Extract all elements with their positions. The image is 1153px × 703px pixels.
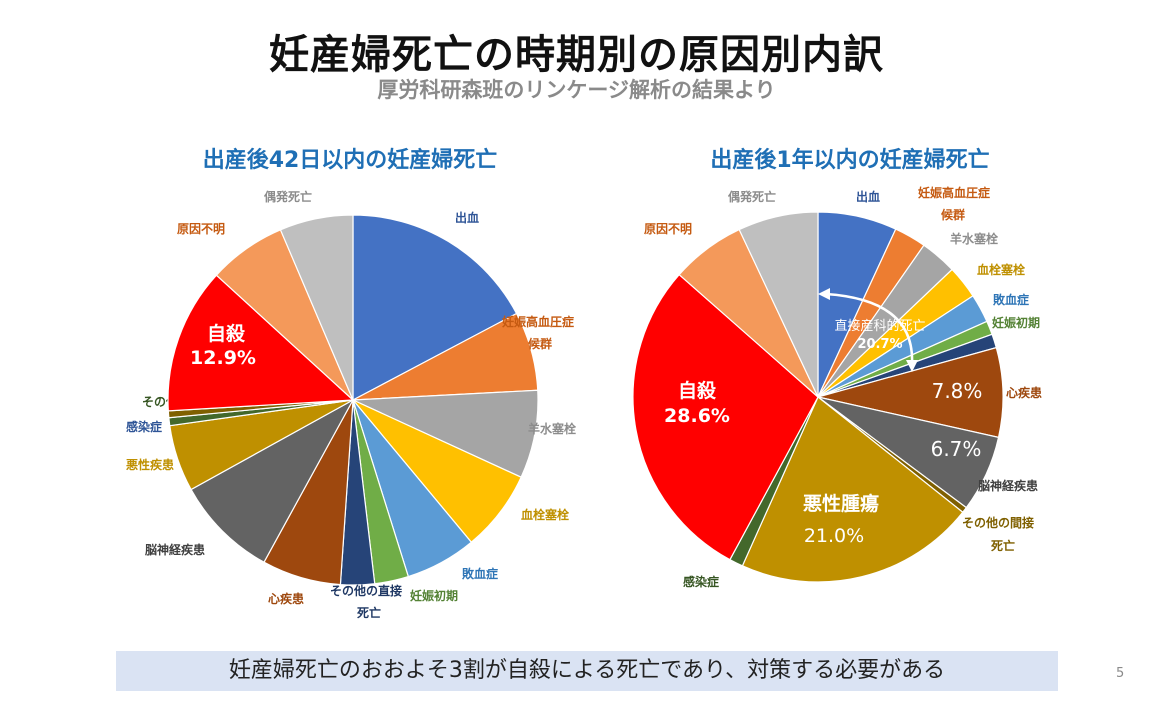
- pie2-label-血栓塞栓: 血栓塞栓: [977, 262, 1025, 277]
- pie1-label-出血: 出血: [455, 210, 479, 225]
- pie2-inside-value-自殺: 28.6%: [664, 405, 730, 427]
- pie1-slice-偶発死亡: [279, 214, 354, 401]
- pie2-label-心疾患: 心疾患: [1006, 385, 1042, 400]
- pie2-label-妊娠高血圧症候群-part1: 妊娠高血圧症: [918, 185, 990, 200]
- pie2-label-妊娠初期: 妊娠初期: [992, 315, 1040, 330]
- pie1-label-感染症: 感染症: [126, 419, 162, 434]
- pie1-label-脳神経疾患: 脳神経疾患: [145, 542, 205, 557]
- slide-title: 妊産婦死亡の時期別の原因別内訳: [269, 32, 884, 78]
- pie2-inside-label-悪性腫瘍: 悪性腫瘍: [803, 492, 879, 515]
- pie2-label-原因不明: 原因不明: [644, 221, 692, 236]
- annotation-value: 20.7%: [857, 337, 902, 352]
- pie1-slice-脳神経疾患: [190, 398, 355, 563]
- pie1-label-その他の直接死亡-part1: その他の直接: [330, 583, 402, 598]
- pie2-label-敗血症: 敗血症: [992, 292, 1029, 307]
- pie1-inside-label-自殺: 自殺: [207, 322, 246, 345]
- pie2-label-妊娠高血圧症候群-part2: 候群: [941, 207, 965, 222]
- conclusion-box: 妊産婦死亡のおおよそ3割が自殺による死亡であり、対策する必要がある: [116, 651, 1058, 691]
- pie1-label-羊水塞栓: 羊水塞栓: [528, 421, 576, 436]
- conclusion-text: 妊産婦死亡のおおよそ3割が自殺による死亡であり、対策する必要がある: [228, 658, 946, 683]
- pie2-label-偶発死亡: 偶発死亡: [728, 189, 776, 204]
- pie1-label-妊娠初期: 妊娠初期: [410, 588, 458, 603]
- pie2-inside-value-心疾患: 7.8%: [932, 379, 983, 403]
- annotation-arrow-arc: [825, 292, 914, 365]
- pie2-label-羊水塞栓: 羊水塞栓: [950, 231, 998, 246]
- page-number: 5: [1116, 666, 1125, 681]
- annotation-arrowhead-start: [818, 288, 830, 300]
- pie2-label-その他の間接死亡-part2: 死亡: [991, 538, 1015, 553]
- slide-subtitle: 厚労科研森班のリンケージ解析の結果より: [377, 78, 776, 102]
- pie1-inside-value-自殺: 12.9%: [190, 347, 256, 369]
- pie2-label-出血: 出血: [856, 189, 880, 204]
- pie1-label-その他の直接死亡-part2: 死亡: [357, 605, 381, 620]
- pie1-label-原因不明: 原因不明: [177, 221, 225, 236]
- annotation-arrowhead-end: [906, 360, 918, 372]
- pie1-label-心疾患: 心疾患: [268, 591, 304, 606]
- pie2-label-脳神経疾患: 脳神経疾患: [978, 478, 1038, 493]
- pie2-inside-value-悪性腫瘍: 21.0%: [804, 525, 864, 547]
- chart-title-42days: 出産後42日以内の妊産婦死亡: [202, 148, 498, 173]
- chart-title-1year: 出産後1年以内の妊産婦死亡: [710, 148, 990, 173]
- pie1-label-偶発死亡: 偶発死亡: [264, 189, 312, 204]
- pie1-label-血栓塞栓: 血栓塞栓: [521, 507, 569, 522]
- pie1-label-妊娠高血圧症候群-part2: 候群: [528, 336, 552, 351]
- pie2-inside-label-自殺: 自殺: [678, 379, 717, 402]
- pie2-label-感染症: 感染症: [683, 574, 719, 589]
- pie1-slice-自殺: [167, 274, 355, 412]
- pie1-label-敗血症: 敗血症: [461, 566, 498, 581]
- pie2-label-その他の間接死亡-part1: その他の間接: [962, 515, 1034, 530]
- pie1-label-悪性疾患: 悪性疾患: [126, 457, 174, 472]
- pie1-slice-出血: [352, 214, 518, 401]
- pie2-slice-偶発死亡: [738, 211, 819, 398]
- annotation-label: 直接産科的死亡: [834, 318, 925, 334]
- pie2-slice-自殺: [632, 273, 819, 561]
- pie1-label-妊娠高血圧症候群-part1: 妊娠高血圧症: [502, 314, 574, 329]
- pie2-inside-value-脳神経疾患: 6.7%: [931, 437, 982, 461]
